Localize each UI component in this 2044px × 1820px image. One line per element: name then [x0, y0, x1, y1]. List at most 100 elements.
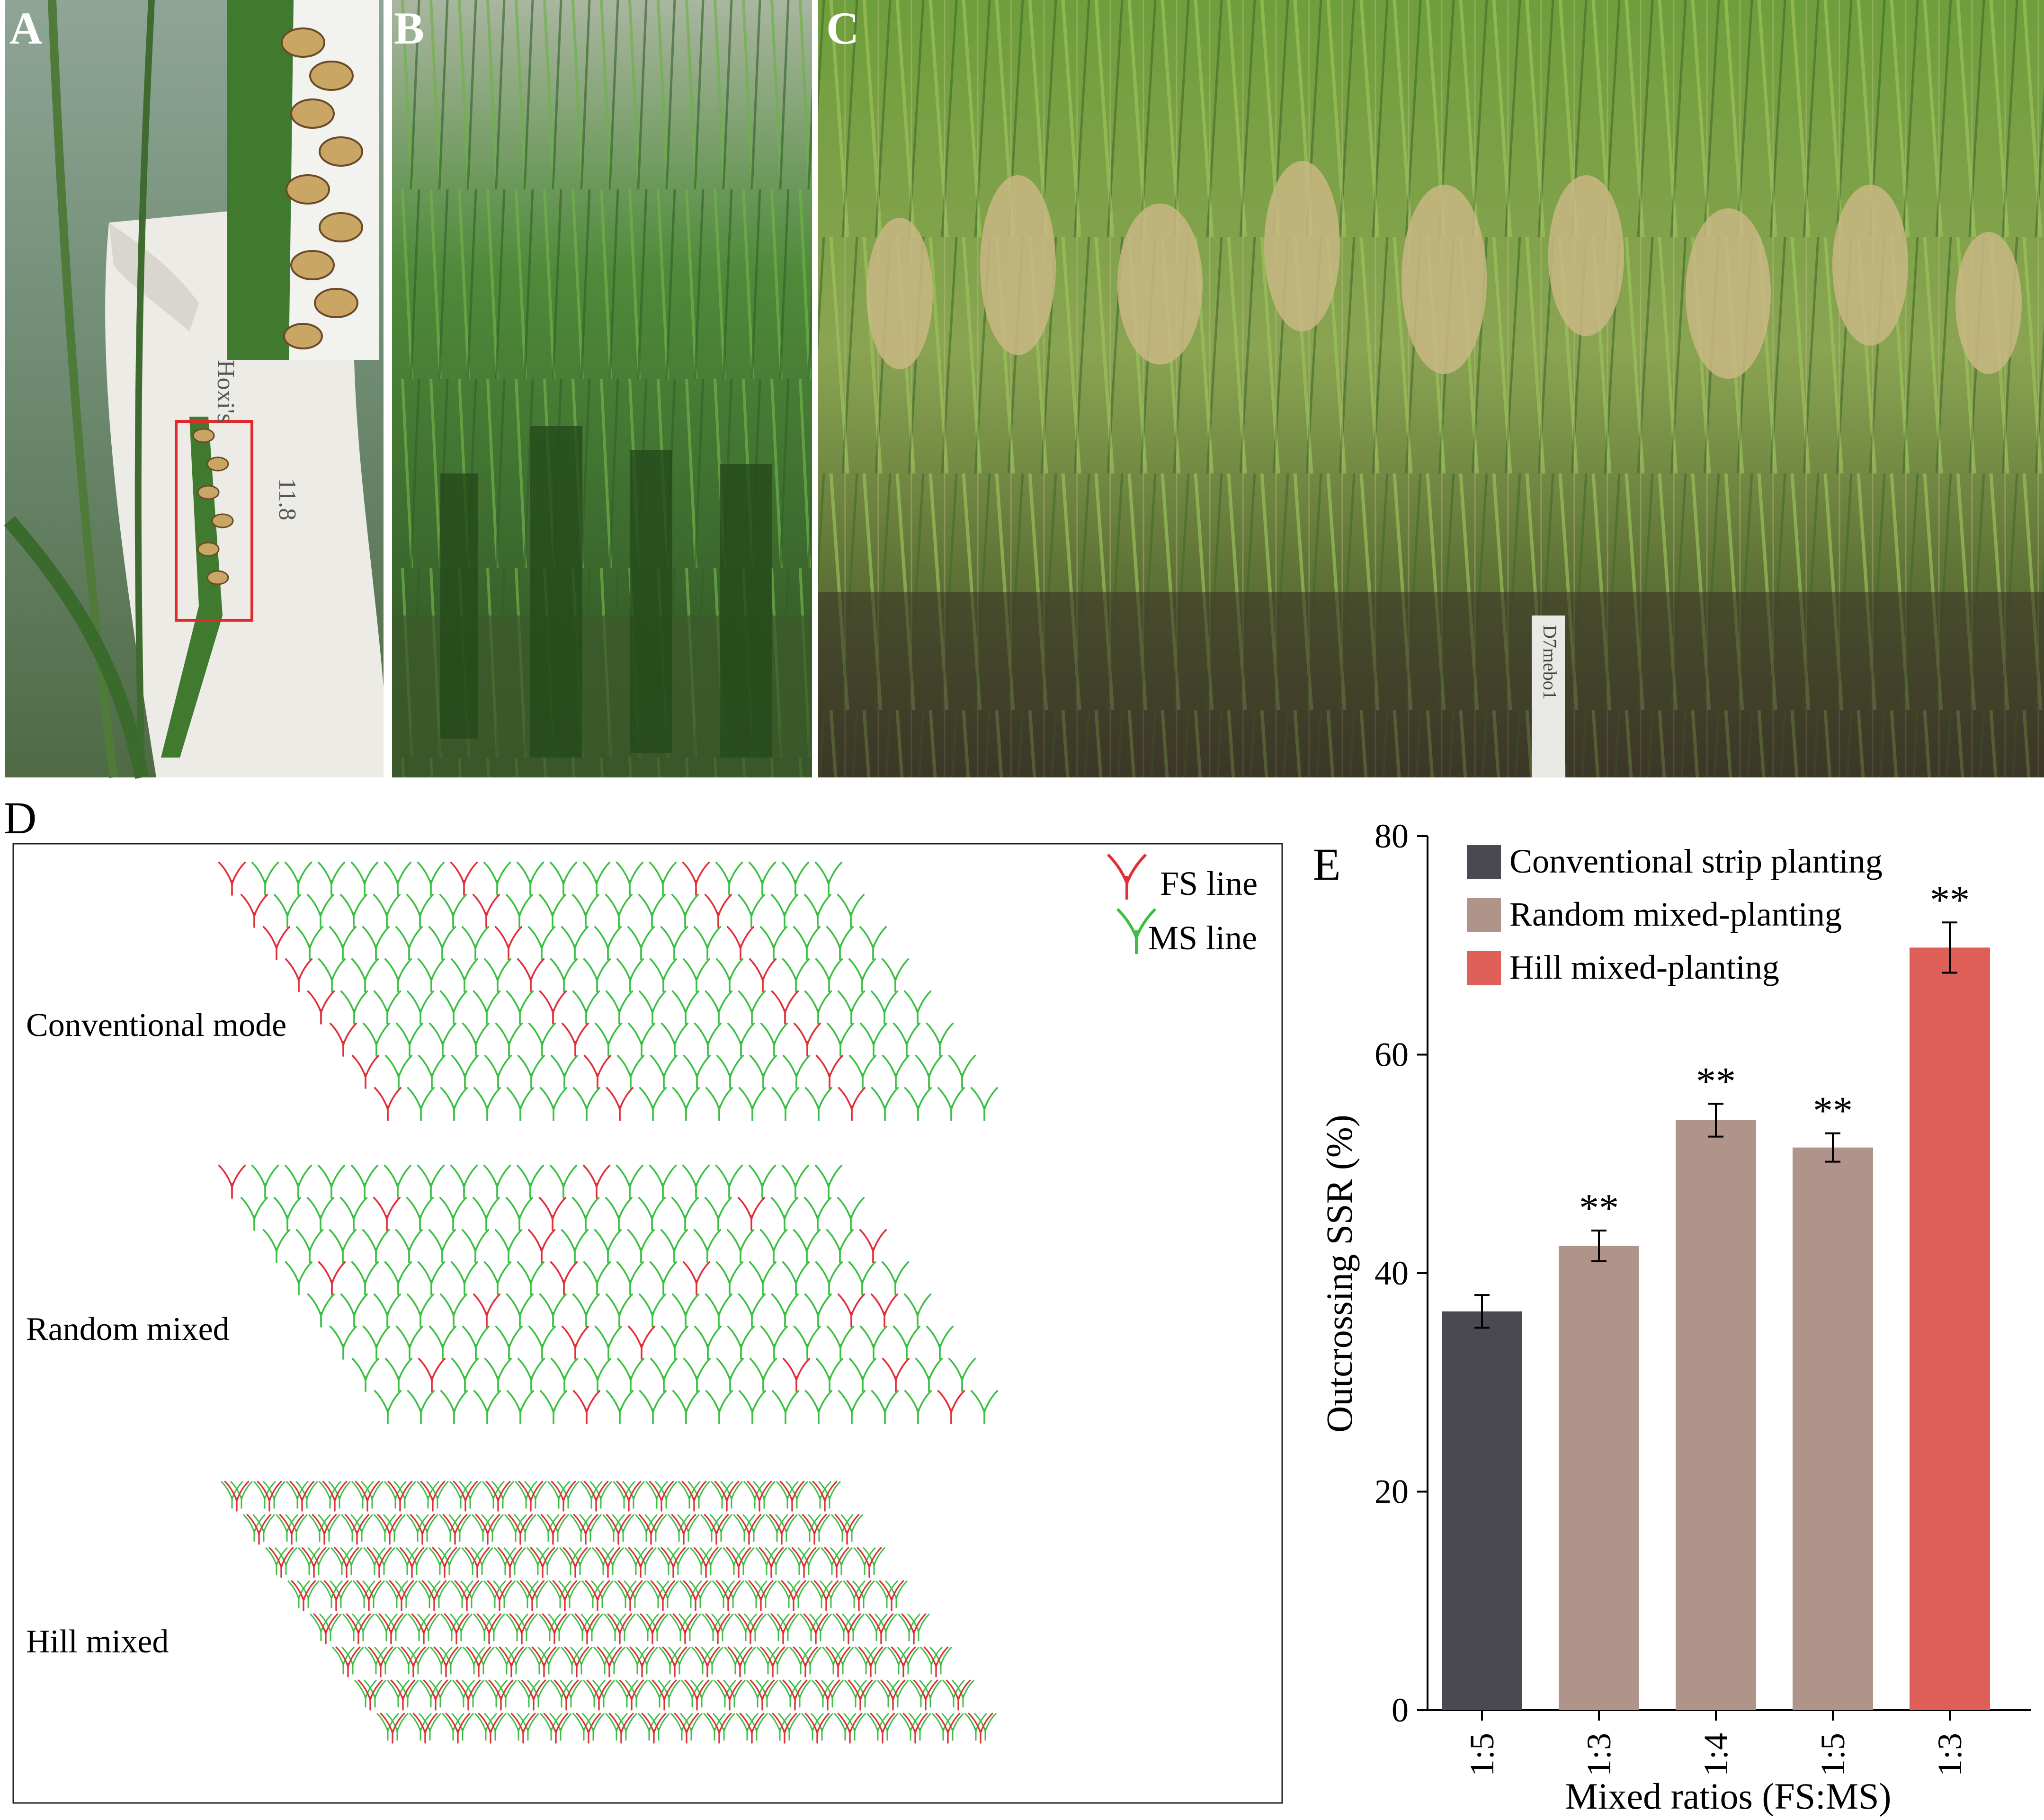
bar	[1676, 1120, 1756, 1710]
fs-plant-icon	[769, 1514, 794, 1545]
ms-plant-icon	[694, 1325, 722, 1360]
ms-plant-icon	[484, 1713, 507, 1741]
ms-plant-icon	[605, 1196, 633, 1231]
fs-plant-icon	[901, 1613, 927, 1644]
ms-plant-icon	[885, 1580, 908, 1608]
ms-plant-icon	[733, 1647, 756, 1675]
fs-plant-icon	[586, 1679, 612, 1711]
ms-plant-icon	[252, 1514, 275, 1542]
ms-plant-icon	[781, 861, 810, 896]
fs-plant-icon	[531, 1646, 557, 1677]
ms-plant-icon	[649, 1261, 678, 1295]
ms-plant-icon	[251, 1164, 279, 1199]
ms-plant-icon	[362, 926, 390, 960]
fs-plant-icon	[410, 1514, 435, 1545]
ms-plant-icon	[871, 1087, 899, 1121]
ms-plant-icon	[948, 1357, 976, 1392]
ms-plant-icon	[262, 1229, 291, 1263]
ms-plant-icon	[926, 1022, 954, 1057]
fs-plant-icon	[399, 1547, 425, 1578]
ms-plant-icon	[362, 1580, 385, 1608]
error-bar	[1474, 1294, 1490, 1329]
fs-plant-icon	[629, 1646, 655, 1677]
ms-plant-icon	[550, 1357, 579, 1392]
ms-legend-icon	[1116, 908, 1157, 954]
ms-plant-icon	[406, 893, 434, 928]
fs-plant-icon	[683, 1580, 708, 1611]
ms-plant-icon	[461, 926, 490, 960]
ms-plant-icon	[831, 1647, 854, 1675]
fs-plant-icon	[485, 1481, 511, 1512]
ms-plant-icon	[646, 1614, 669, 1642]
ms-plant-icon	[374, 1390, 402, 1424]
significance-mark: **	[1813, 1089, 1853, 1133]
ms-plant-icon	[473, 990, 501, 1025]
significance-mark: **	[1930, 878, 1970, 922]
ms-plant-icon	[615, 1713, 637, 1741]
fs-plant-icon	[539, 990, 567, 1025]
legend-label: Conventional strip planting	[1509, 842, 1883, 880]
ms-plant-icon	[882, 1054, 910, 1089]
ms-plant-icon	[759, 926, 788, 960]
ms-plant-icon	[339, 1196, 368, 1231]
fs-plant-icon	[497, 1547, 523, 1578]
fs-plant-icon	[374, 1087, 402, 1121]
ms-plant-icon	[384, 1054, 413, 1089]
ms-plant-icon	[384, 958, 412, 992]
fs-plant-icon	[373, 1196, 401, 1231]
fs-plant-icon	[344, 1514, 370, 1545]
ms-plant-icon	[682, 958, 711, 992]
ms-plant-icon	[893, 1325, 921, 1360]
fs-plant-icon	[880, 1679, 906, 1711]
ms-plant-icon	[859, 926, 887, 960]
panel-label-c: C	[826, 3, 859, 54]
ms-plant-icon	[516, 861, 544, 896]
ms-plant-icon	[678, 1614, 701, 1642]
ms-plant-icon	[904, 1390, 932, 1424]
fs-plant-icon	[771, 990, 799, 1025]
ms-plant-icon	[362, 1022, 391, 1057]
fs-plant-icon	[946, 1679, 971, 1711]
fs-plant-icon	[706, 1713, 732, 1744]
ms-plant-icon	[765, 1547, 787, 1575]
ms-plant-icon	[572, 1293, 600, 1328]
fs-plant-icon	[455, 1679, 481, 1711]
ms-plant-icon	[622, 1481, 645, 1509]
ms-plant-icon	[318, 958, 346, 992]
ms-plant-icon	[505, 1196, 534, 1231]
ms-plant-icon	[306, 1196, 335, 1231]
ms-plant-icon	[616, 1261, 644, 1295]
fs-plant-icon	[738, 1613, 763, 1644]
ms-plant-icon	[384, 861, 412, 896]
ms-plant-icon	[749, 1357, 777, 1392]
ms-plant-icon	[635, 1647, 658, 1675]
ms-plant-icon	[393, 1481, 416, 1509]
fs-plant-icon	[595, 1547, 621, 1578]
legend-label: Hill mixed-planting	[1509, 948, 1779, 986]
error-bar	[1942, 921, 1957, 974]
ms-plant-icon	[625, 1680, 648, 1708]
ms-plant-icon	[418, 1054, 446, 1089]
fs-plant-icon	[390, 1679, 416, 1711]
ms-plant-icon	[572, 1087, 601, 1121]
photo-panel-b	[392, 0, 812, 777]
ms-plant-icon	[439, 1293, 468, 1328]
ms-plant-icon	[472, 1647, 495, 1675]
ms-plant-icon	[461, 1229, 490, 1263]
bag-note-1: 11.8	[274, 478, 301, 520]
ms-plant-icon	[903, 990, 932, 1025]
fs-plant-icon	[714, 1481, 740, 1512]
fs-plant-icon	[576, 1713, 601, 1744]
fs-plant-icon	[387, 1481, 413, 1512]
ms-plant-icon	[871, 1390, 899, 1424]
fs-plant-icon	[518, 1481, 544, 1512]
fs-plant-icon	[329, 1022, 357, 1057]
ms-plant-icon	[592, 1680, 615, 1708]
ms-plant-icon	[384, 1261, 412, 1295]
ms-plant-icon	[350, 861, 379, 896]
ms-plant-icon	[494, 1229, 523, 1263]
ms-plant-icon	[715, 958, 744, 992]
fs-plant-icon	[968, 1713, 993, 1744]
ms-plant-icon	[550, 958, 578, 992]
fs-plant-icon	[793, 1646, 818, 1677]
